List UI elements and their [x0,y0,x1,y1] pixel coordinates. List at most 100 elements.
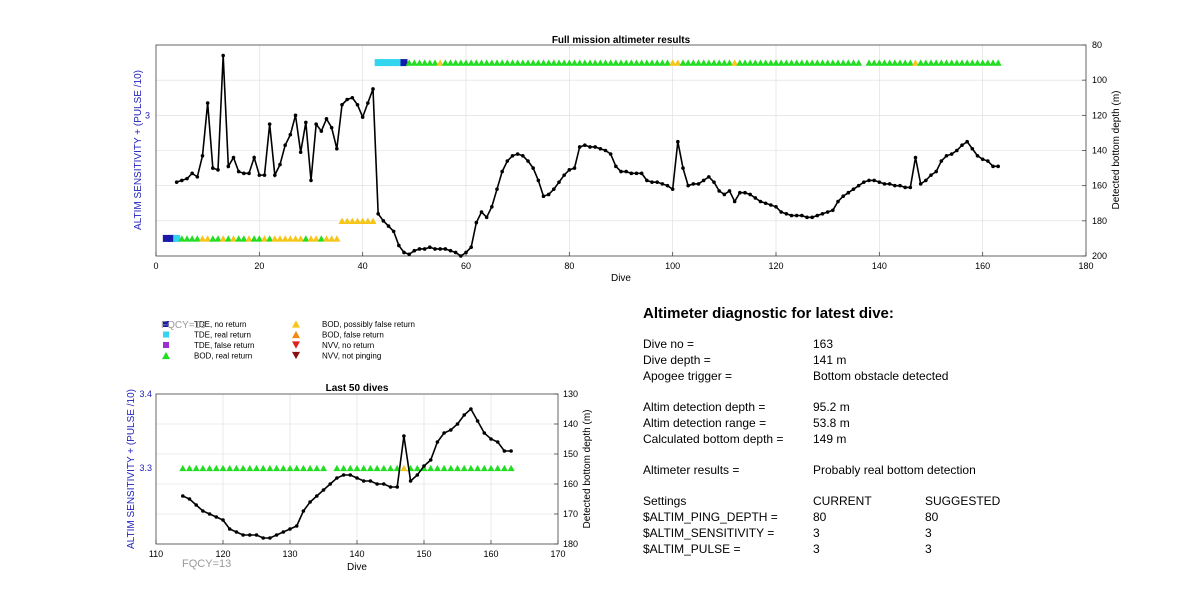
bottom-depth-point [546,192,551,197]
bottom-depth-point [505,159,510,163]
bottom-depth-point [598,146,603,151]
diagnostic-title: Altimeter diagnostic for latest dive: [643,305,894,322]
top-status-marker [927,59,935,66]
bottom-depth-point [366,101,370,105]
top-status-marker [989,59,997,66]
bottom-depth-point [634,171,639,176]
bottom-depth-point [335,146,339,151]
top-status-marker [932,59,940,66]
bottom-status-marker [333,464,341,472]
top-status-marker [410,59,418,66]
bottom-depth-point [391,229,396,234]
legend-label: TDE, false return [194,341,254,350]
top-status-marker [953,59,961,66]
bottom-depth-point [340,102,344,107]
bottom-depth-point [231,155,236,160]
bottom-depth-point [283,143,287,148]
bottom-depth-point [350,95,355,100]
top-status-marker [782,59,790,66]
ping-depth-suggested: 80 [925,510,939,524]
bottom-depth-point [407,252,411,257]
bottom-depth-point [448,248,453,253]
last50-depth-point [355,476,359,480]
top-status-marker [230,235,237,242]
bottom-depth-point [701,178,706,183]
top-status-marker [240,235,248,242]
top-right-tick-label: 200 [1092,251,1107,261]
top-status-marker [586,59,594,66]
bottom-depth-point [645,178,649,183]
bottom-depth-point [402,250,406,255]
dive-depth-label: Dive depth = [643,353,711,367]
last50-depth-point [382,482,386,486]
last50-depth-point [402,434,406,438]
bottom-depth-point [190,171,194,176]
bottom-depth-point [686,183,690,188]
top-status-marker [824,59,832,66]
bottom-status-marker [340,464,348,472]
top-status-marker [565,59,573,66]
bottom-x-tick-label: 140 [349,549,364,559]
bottom-depth-point [412,248,417,253]
top-status-marker [235,235,243,242]
last50-depth-point [268,536,272,540]
bottom-status-marker [366,464,374,472]
bottom-depth-point [376,212,380,216]
bottom-depth-point [738,190,742,195]
top-status-marker [726,59,733,66]
top-status-marker [343,217,351,224]
bottom-depth-point [464,250,468,255]
bottom-depth-point [949,152,954,156]
bottom-depth-point [898,183,902,188]
bottom-depth-point [903,185,907,190]
bottom-depth-line [176,55,999,257]
last50-depth-point [194,503,198,507]
top-status-marker [705,59,713,66]
bottom-right-tick-label: 180 [563,539,578,549]
suggested-header: SUGGESTED [925,494,1001,508]
top-status-marker [844,59,852,66]
top-x-tick-label: 100 [665,261,680,271]
top-status-marker [173,234,181,242]
top-status-marker [441,59,449,66]
last50-depth-point [335,476,339,480]
ping-depth-label: $ALTIM_PING_DEPTH = [643,510,778,524]
bottom-depth-point [221,53,225,58]
top-status-marker [581,59,589,66]
bottom-depth-point [562,173,566,177]
legend-marker [292,320,300,328]
top-status-marker [483,59,491,66]
bottom-status-marker [253,464,260,472]
top-x-tick-label: 140 [872,261,887,271]
top-status-marker [798,59,806,66]
top-x-tick-label: 0 [153,261,158,271]
bottom-status-marker [259,464,267,472]
top-status-marker [400,59,408,67]
bottom-depth-point [707,175,711,179]
settings-header-row: Settings CURRENT SUGGESTED [643,493,1063,509]
bottom-depth-point [965,139,969,144]
top-status-marker [498,59,506,66]
top-status-marker [937,59,945,66]
bottom-depth-point [681,166,685,170]
top-status-marker [493,59,501,66]
top-status-marker [891,59,899,66]
last50-depth-point [227,527,232,531]
bottom-depth-point [386,224,391,228]
top-status-marker [762,59,770,66]
altimeter-diagnostic-panel: Altimeter diagnostic for latest dive: Di… [643,306,1063,557]
bottom-depth-point [624,169,628,174]
last50-depth-point [449,428,453,432]
top-status-marker [968,59,976,66]
bottom-status-marker [246,464,254,472]
top-status-marker [617,59,625,66]
legend-label: TDE, no return [194,320,246,329]
top-status-marker [405,59,413,66]
top-status-marker [963,59,971,66]
top-x-tick-label: 40 [358,261,368,271]
bottom-depth-point [438,247,442,251]
top-status-marker [292,235,299,242]
bottom-depth-point [304,120,308,125]
bottom-status-marker [306,464,314,472]
